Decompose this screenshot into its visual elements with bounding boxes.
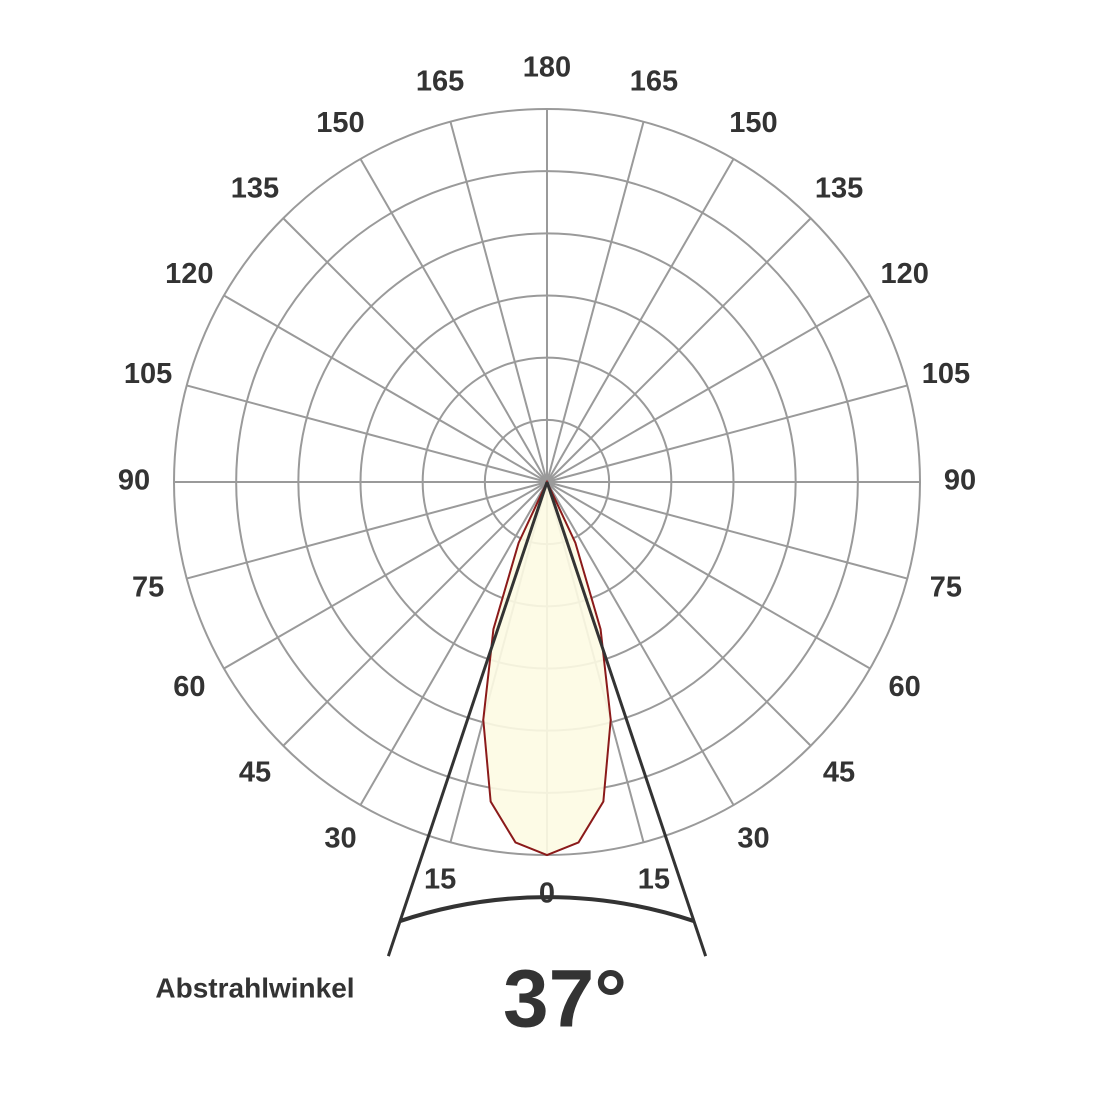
beam-line <box>545 481 708 957</box>
grid-spoke <box>546 217 812 483</box>
grid-spoke <box>546 481 908 580</box>
grid-spoke <box>546 384 908 483</box>
grid-spoke <box>186 384 548 483</box>
beam-line <box>386 481 549 957</box>
grid-spoke <box>359 158 548 483</box>
angle-tick-label: 15 <box>424 864 456 896</box>
grid-spoke <box>282 481 548 747</box>
angle-tick-label: 90 <box>944 465 976 497</box>
angle-tick-label: 165 <box>416 66 464 98</box>
angle-tick-label: 75 <box>132 572 164 604</box>
grid-spoke <box>546 294 871 483</box>
angle-tick-label: 150 <box>729 107 777 139</box>
angle-tick-label: 45 <box>239 757 271 789</box>
beam-label: Abstrahlwinkel <box>155 972 354 1003</box>
angle-tick-label: 30 <box>324 822 356 854</box>
grid-spoke <box>546 481 735 806</box>
grid-spoke <box>359 481 548 806</box>
grid-spoke <box>223 481 548 670</box>
angle-tick-label: 15 <box>638 864 670 896</box>
grid-spoke <box>186 481 548 580</box>
intensity-curve <box>482 479 612 857</box>
angle-tick-label: 60 <box>889 671 921 703</box>
grid-spoke <box>546 481 812 747</box>
angle-tick-label: 90 <box>118 465 150 497</box>
beam-arc <box>399 895 695 923</box>
angle-tick-label: 120 <box>165 258 213 290</box>
angle-tick-label: 75 <box>930 572 962 604</box>
grid-spoke <box>449 121 548 483</box>
grid-spoke <box>546 158 735 483</box>
angle-tick-label: 45 <box>823 757 855 789</box>
angle-tick-label: 105 <box>922 358 970 390</box>
angle-tick-label: 165 <box>630 66 678 98</box>
grid-spoke <box>223 294 548 483</box>
angle-tick-label: 120 <box>880 258 928 290</box>
angle-tick-label: 135 <box>815 173 863 205</box>
grid-spoke <box>546 481 871 670</box>
angle-tick-label: 30 <box>737 822 769 854</box>
angle-tick-label: 60 <box>173 671 205 703</box>
angle-tick-label: 150 <box>316 107 364 139</box>
angle-tick-label: 105 <box>124 358 172 390</box>
angle-tick-label: 0 <box>539 878 555 910</box>
angle-tick-label: 180 <box>523 52 571 84</box>
grid-spoke <box>546 121 645 483</box>
grid-spoke <box>282 217 548 483</box>
angle-tick-label: 135 <box>231 173 279 205</box>
beam-angle-value: 37° <box>503 954 627 1045</box>
